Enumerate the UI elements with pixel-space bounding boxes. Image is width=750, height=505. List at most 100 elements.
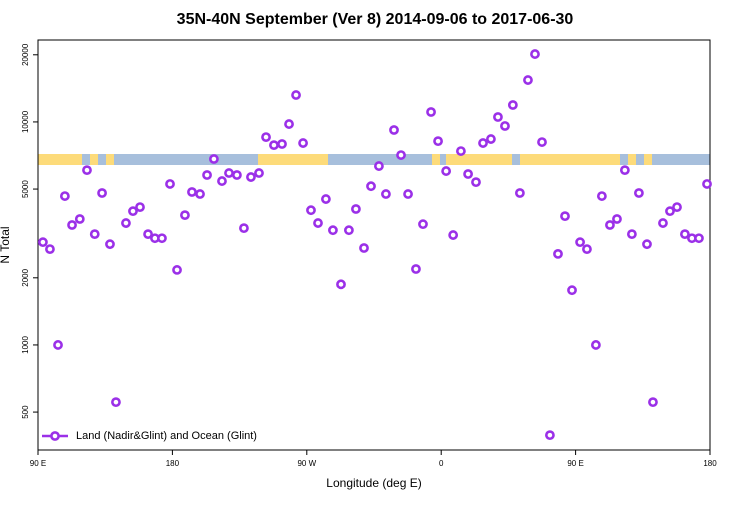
point bbox=[45, 244, 55, 254]
point bbox=[403, 189, 413, 199]
point bbox=[298, 138, 308, 148]
point bbox=[82, 165, 92, 176]
point bbox=[344, 225, 354, 236]
point bbox=[441, 166, 452, 176]
point bbox=[448, 230, 459, 240]
point bbox=[143, 229, 153, 240]
point bbox=[313, 218, 323, 228]
point bbox=[291, 90, 301, 100]
chart-title: 35N-40N September (Ver 8) 2014-09-06 to … bbox=[177, 11, 574, 28]
point bbox=[411, 264, 421, 274]
point bbox=[328, 225, 338, 236]
point bbox=[180, 210, 190, 221]
x-tick-label: 90 E bbox=[30, 459, 46, 468]
point bbox=[284, 119, 294, 129]
point bbox=[523, 75, 533, 85]
point bbox=[486, 134, 496, 144]
point bbox=[680, 229, 690, 240]
x-tick-label: 180 bbox=[703, 459, 717, 468]
point bbox=[157, 233, 167, 244]
point bbox=[246, 172, 256, 182]
point bbox=[463, 169, 473, 179]
x-tick-label: 90 W bbox=[297, 459, 316, 468]
y-axis-label: N Total bbox=[0, 226, 12, 263]
land-ocean-band bbox=[38, 154, 710, 165]
point bbox=[514, 188, 525, 198]
point bbox=[545, 430, 555, 441]
point bbox=[38, 237, 48, 248]
point bbox=[658, 218, 668, 228]
point bbox=[202, 170, 212, 180]
point bbox=[381, 189, 391, 199]
point bbox=[111, 397, 121, 408]
point bbox=[575, 237, 585, 248]
point bbox=[619, 165, 630, 176]
point bbox=[530, 49, 540, 59]
point bbox=[209, 154, 219, 164]
point bbox=[74, 214, 85, 224]
point bbox=[195, 189, 205, 199]
point bbox=[59, 191, 70, 201]
legend-marker bbox=[50, 431, 60, 441]
point bbox=[471, 177, 481, 188]
point bbox=[591, 340, 601, 350]
point bbox=[642, 239, 652, 250]
point bbox=[612, 214, 622, 224]
point bbox=[507, 100, 518, 110]
y-tick-label: 20000 bbox=[21, 43, 30, 66]
y-tick-label: 2000 bbox=[21, 268, 30, 286]
point bbox=[426, 107, 436, 117]
point bbox=[232, 170, 242, 180]
point bbox=[261, 132, 271, 142]
point bbox=[626, 229, 637, 240]
point bbox=[187, 187, 197, 197]
point bbox=[537, 137, 547, 147]
point bbox=[165, 179, 175, 189]
point bbox=[605, 220, 615, 230]
plot-frame bbox=[37, 39, 711, 451]
point bbox=[500, 121, 510, 131]
point bbox=[239, 223, 249, 234]
point bbox=[306, 205, 316, 216]
point bbox=[665, 206, 675, 217]
point bbox=[694, 233, 704, 244]
point bbox=[67, 220, 77, 230]
point bbox=[672, 202, 682, 213]
point bbox=[396, 150, 406, 160]
point bbox=[456, 146, 466, 156]
x-axis-label: Longitude (deg E) bbox=[326, 476, 421, 490]
point bbox=[53, 340, 63, 350]
point bbox=[121, 218, 131, 228]
y-tick-label: 500 bbox=[21, 405, 30, 419]
point bbox=[135, 202, 145, 213]
point bbox=[478, 138, 488, 148]
x-tick-label: 180 bbox=[166, 459, 180, 468]
point bbox=[172, 265, 182, 275]
point bbox=[596, 191, 607, 201]
point bbox=[321, 194, 331, 204]
point bbox=[418, 219, 428, 230]
point bbox=[359, 243, 369, 253]
point bbox=[351, 204, 361, 214]
point bbox=[254, 168, 264, 178]
point bbox=[97, 188, 107, 198]
point bbox=[128, 206, 138, 217]
point bbox=[336, 279, 346, 290]
point bbox=[702, 179, 712, 189]
x-tick-label: 90 E bbox=[567, 459, 583, 468]
point bbox=[582, 244, 592, 254]
point bbox=[567, 285, 577, 296]
point bbox=[560, 211, 570, 222]
x-tick-label: 0 bbox=[439, 459, 444, 468]
point bbox=[89, 229, 100, 240]
point bbox=[277, 139, 287, 149]
y-tick-label: 1000 bbox=[21, 335, 30, 353]
point bbox=[493, 112, 503, 122]
point bbox=[374, 161, 384, 171]
point bbox=[366, 181, 376, 192]
point bbox=[433, 136, 443, 147]
point bbox=[105, 239, 115, 250]
y-tick-label: 5000 bbox=[21, 180, 30, 198]
point bbox=[634, 188, 644, 198]
